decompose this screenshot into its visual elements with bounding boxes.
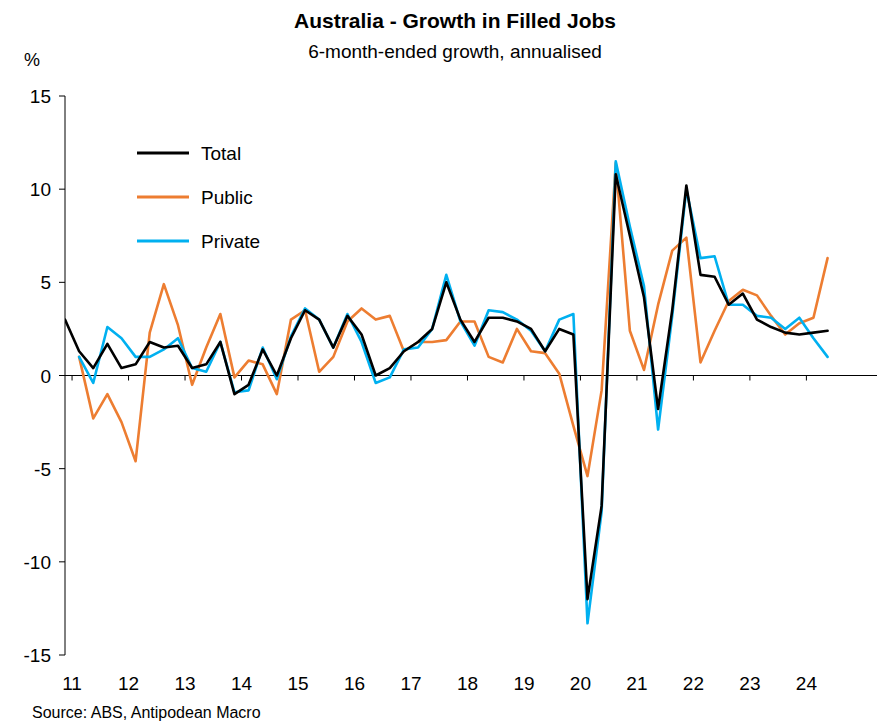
x-tick bbox=[185, 376, 186, 381]
x-tick bbox=[298, 376, 299, 381]
y-tick bbox=[59, 561, 65, 562]
legend-swatch bbox=[137, 196, 189, 199]
legend-swatch bbox=[137, 152, 189, 155]
x-tick-label: 17 bbox=[400, 673, 421, 694]
y-tick bbox=[59, 468, 65, 469]
y-tick bbox=[59, 96, 65, 97]
x-tick-label: 22 bbox=[683, 673, 704, 694]
x-tick-label: 21 bbox=[626, 673, 647, 694]
y-tick bbox=[59, 282, 65, 283]
background bbox=[0, 0, 881, 726]
title: Australia - Growth in Filled Jobs bbox=[294, 9, 616, 32]
y-tick-label: -5 bbox=[34, 459, 51, 480]
y-axis-label: % bbox=[24, 50, 40, 70]
y-tick-label: -10 bbox=[24, 552, 51, 573]
y-tick-label: 5 bbox=[40, 272, 51, 293]
x-tick-label: 20 bbox=[570, 673, 591, 694]
legend-label: Public bbox=[201, 187, 253, 208]
y-tick-label: 0 bbox=[40, 366, 51, 387]
x-tick bbox=[580, 376, 581, 381]
source: Source: ABS, Antipodean Macro bbox=[32, 704, 261, 721]
x-tick bbox=[354, 376, 355, 381]
series-line bbox=[79, 163, 827, 476]
x-tick bbox=[241, 376, 242, 381]
series-line bbox=[79, 161, 827, 623]
x-tick bbox=[806, 376, 807, 381]
y-tick-label: 10 bbox=[30, 179, 51, 200]
x-tick bbox=[128, 376, 129, 381]
x-tick bbox=[636, 376, 637, 381]
x-tick-label: 23 bbox=[739, 673, 760, 694]
x-axis bbox=[65, 375, 877, 376]
subtitle: 6-month-ended growth, annualised bbox=[308, 41, 602, 62]
x-tick-label: 12 bbox=[118, 673, 139, 694]
legend-label: Total bbox=[201, 143, 241, 164]
y-tick bbox=[59, 189, 65, 190]
x-tick-label: 15 bbox=[287, 673, 308, 694]
x-tick-label: 11 bbox=[62, 673, 82, 694]
x-tick-label: 14 bbox=[231, 673, 253, 694]
plot-area bbox=[65, 161, 828, 623]
x-tick bbox=[410, 376, 411, 381]
x-tick bbox=[523, 376, 524, 381]
x-tick bbox=[72, 376, 73, 381]
x-tick-label: 18 bbox=[457, 673, 478, 694]
series-line bbox=[65, 174, 828, 599]
y-tick bbox=[59, 375, 65, 376]
y-tick bbox=[59, 655, 65, 656]
x-tick bbox=[467, 376, 468, 381]
y-tick-label: -15 bbox=[24, 645, 51, 666]
x-tick-label: 13 bbox=[174, 673, 195, 694]
x-tick bbox=[749, 376, 750, 381]
legend-swatch bbox=[137, 240, 189, 243]
x-tick-label: 19 bbox=[513, 673, 534, 694]
x-tick bbox=[693, 376, 694, 381]
x-tick-label: 24 bbox=[796, 673, 818, 694]
legend-label: Private bbox=[201, 231, 260, 252]
x-tick-label: 16 bbox=[344, 673, 365, 694]
y-tick-label: 15 bbox=[30, 86, 51, 107]
chart: Australia - Growth in Filled Jobs 6-month… bbox=[0, 0, 881, 726]
